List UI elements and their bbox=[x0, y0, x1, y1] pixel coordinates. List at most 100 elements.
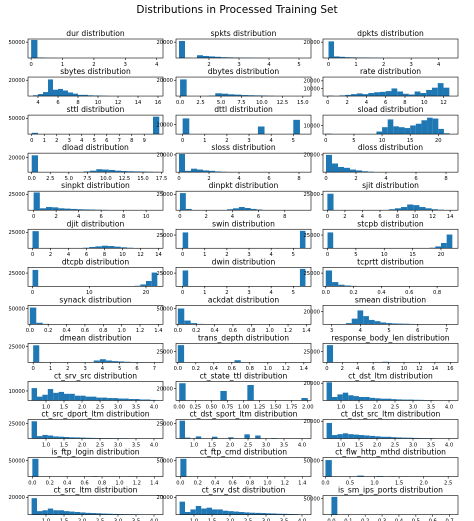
x-tick-label: 3.5 bbox=[427, 442, 435, 448]
x-tick-label: 1.0 bbox=[190, 518, 198, 521]
histogram-bar bbox=[393, 126, 399, 135]
x-tick-label: 7.5 bbox=[83, 176, 91, 182]
histogram-bar bbox=[32, 231, 39, 249]
histogram-bar bbox=[58, 510, 64, 515]
histogram-bar bbox=[180, 458, 187, 477]
x-tick-label: 2 bbox=[354, 176, 357, 182]
panel-frame bbox=[27, 76, 164, 97]
x-tick-label: 6 bbox=[267, 176, 270, 182]
x-tick-label: 6 bbox=[384, 100, 387, 106]
histogram-bar bbox=[344, 167, 350, 173]
x-tick-label: 12.5 bbox=[277, 100, 289, 106]
panel-frame bbox=[322, 76, 459, 97]
histogram-bar bbox=[114, 246, 121, 249]
x-tick-label: 0 bbox=[181, 138, 184, 144]
histogram-bar bbox=[413, 399, 419, 401]
x-tick-label: 4 bbox=[80, 138, 84, 144]
histogram-panel: trans_depth distribution 25000 0.0 0.2 0.4 0.… bbox=[156, 333, 312, 372]
y-tick-label: 10000 bbox=[303, 86, 320, 92]
histogram-bar bbox=[83, 171, 90, 173]
x-tick-label: 0.0 bbox=[322, 290, 330, 296]
histogram-bar bbox=[299, 230, 306, 249]
y-tick-label: 20000 bbox=[303, 40, 320, 46]
histogram-bar bbox=[338, 166, 344, 173]
x-tick-label: 8 bbox=[297, 176, 300, 182]
histogram-bar bbox=[407, 437, 413, 439]
x-tick-label: 10 bbox=[401, 366, 408, 372]
y-tick-label: 50000 bbox=[156, 459, 173, 465]
x-tick-label: 1.5 bbox=[355, 442, 363, 448]
x-tick-label: 4 bbox=[231, 214, 235, 220]
histogram-bar bbox=[368, 319, 375, 325]
x-tick-label: 1.2 bbox=[284, 328, 292, 334]
x-tick-label: 8 bbox=[103, 252, 106, 258]
histogram-bar bbox=[91, 513, 97, 515]
histogram-panel: smean distribution 20000 3 4 5 6 7 bbox=[303, 295, 459, 334]
histogram-bar bbox=[387, 119, 394, 135]
x-tick-label: 5 bbox=[93, 138, 96, 144]
x-tick-label: 0.4 bbox=[210, 328, 219, 334]
x-tick-label: 1.5 bbox=[60, 518, 68, 521]
histogram-bar bbox=[197, 55, 203, 58]
histogram-bar bbox=[353, 396, 359, 401]
histogram-panel: sjit distribution 25000 0 2 4 6 8 10 12 14 bbox=[303, 181, 459, 220]
histogram-bar bbox=[91, 396, 97, 401]
y-tick-label: 20000 bbox=[303, 419, 320, 425]
histogram-bar bbox=[326, 345, 334, 363]
y-tick-label: 50000 bbox=[303, 497, 320, 503]
histogram-bar bbox=[338, 284, 345, 287]
y-tick-label: 20000 bbox=[8, 155, 25, 161]
histogram-bar bbox=[348, 434, 354, 439]
panel-title: dload distribution bbox=[62, 143, 129, 152]
histogram-panel: ct_state_ttl distribution 20000 0.00 0.25 0.… bbox=[156, 371, 313, 410]
x-tick-label: 2 bbox=[225, 252, 228, 258]
x-tick-label: 6 bbox=[371, 366, 374, 372]
x-tick-label: 0.6 bbox=[229, 328, 237, 334]
x-tick-label: 0 bbox=[29, 62, 32, 68]
histogram-bar bbox=[403, 93, 409, 97]
x-tick-label: 6 bbox=[257, 214, 260, 220]
histogram-bar bbox=[348, 395, 354, 401]
x-tick-label: 1.5 bbox=[60, 442, 68, 448]
histogram-bar bbox=[327, 232, 334, 249]
histogram-bar bbox=[197, 169, 203, 173]
panel-title: ct_src_dport_ltm distribution bbox=[41, 410, 149, 419]
histogram-bar bbox=[151, 272, 158, 287]
histogram-panel: ackdat distribution 50000 0.0 0.2 0.4 0.6 0.8 1… bbox=[156, 295, 312, 334]
histogram-bar bbox=[239, 512, 245, 515]
histogram-bar bbox=[332, 397, 338, 401]
histogram-bar bbox=[339, 95, 346, 97]
x-tick-label: 2 bbox=[204, 214, 207, 220]
histogram-bar bbox=[217, 509, 223, 515]
panel-frame bbox=[27, 228, 164, 249]
histogram-bar bbox=[342, 433, 349, 439]
histogram-bar bbox=[368, 93, 375, 97]
x-tick-label: 0.4 bbox=[210, 366, 219, 372]
histogram-bar bbox=[31, 155, 39, 173]
x-tick-label: 1.0 bbox=[337, 442, 345, 448]
histogram-panel: ct_src_dport_ltm distribution 25000 1.0 1.5… bbox=[8, 410, 164, 448]
histogram-panel: tcprtt distribution 25000 0.0 0.2 0.4 0.6 0.8 bbox=[303, 257, 459, 296]
x-tick-label: 2.5 bbox=[391, 404, 399, 410]
histogram-bar bbox=[140, 171, 147, 173]
x-tick-label: 1.0 bbox=[337, 404, 345, 410]
histogram-panel: is_ftp_login distribution 50000 0.0 0.2 0.4 0… bbox=[8, 448, 164, 486]
panel-title: dbytes distribution bbox=[208, 67, 280, 76]
histogram-bar bbox=[134, 399, 140, 401]
x-tick-label: 4.0 bbox=[298, 518, 306, 521]
panel-frame bbox=[27, 38, 164, 59]
x-tick-label: 4.0 bbox=[298, 442, 306, 448]
x-tick-label: 2 bbox=[382, 62, 385, 68]
panel-title: ct_ftp_cmd distribution bbox=[200, 448, 287, 457]
x-tick-label: 6 bbox=[56, 100, 59, 106]
x-tick-label: 4 bbox=[77, 214, 81, 220]
histogram-bar bbox=[350, 57, 357, 58]
histogram-bar bbox=[33, 95, 38, 97]
y-tick-label: 20000 bbox=[303, 309, 320, 315]
x-tick-label: 0.2 bbox=[44, 328, 52, 334]
x-tick-label: 3 bbox=[124, 62, 127, 68]
histogram-bar bbox=[233, 208, 239, 211]
panel-title: djit distribution bbox=[67, 219, 125, 228]
x-tick-label: 0 bbox=[31, 252, 34, 258]
panel-frame bbox=[175, 114, 312, 135]
